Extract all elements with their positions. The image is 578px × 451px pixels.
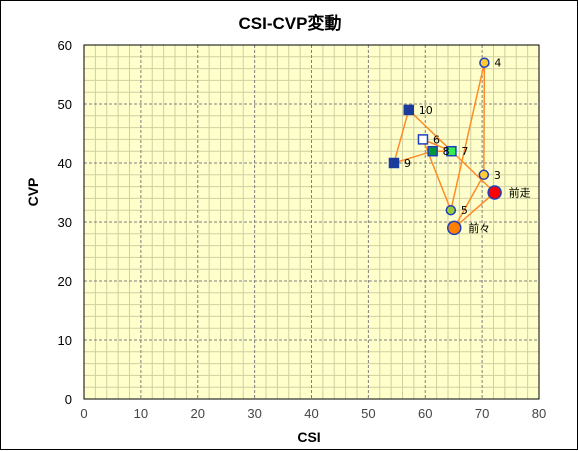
x-tick-label: 50 (361, 406, 375, 421)
point-label: 5 (461, 204, 468, 217)
x-tick-label: 0 (80, 406, 87, 421)
x-tick-label: 60 (418, 406, 432, 421)
data-point-6 (417, 134, 429, 145)
point-label: 前々 (468, 221, 490, 235)
point-label: 4 (494, 57, 501, 70)
x-axis-label: CSI (297, 429, 320, 445)
data-point-9 (388, 157, 400, 169)
plot-border (83, 44, 540, 400)
x-tick-label: 20 (191, 406, 205, 421)
x-tick-label: 40 (304, 406, 318, 421)
data-point-10 (403, 104, 415, 116)
data-point-前走 (487, 185, 502, 200)
data-point-8 (427, 145, 438, 157)
y-tick-label: 0 (65, 392, 72, 407)
data-point-4 (479, 57, 490, 68)
y-axis-ticks: 0 10 20 30 40 50 60 (58, 38, 72, 407)
major-gridlines (84, 45, 539, 399)
data-point-前々 (447, 220, 462, 236)
y-tick-label: 40 (58, 156, 72, 171)
data-point-3 (478, 169, 490, 181)
y-tick-label: 60 (58, 38, 72, 53)
x-axis-ticks: 0 10 20 30 40 50 60 70 80 (80, 406, 546, 421)
y-axis-label: CVP (25, 178, 41, 207)
point-label: 3 (494, 169, 501, 182)
y-tick-label: 50 (58, 97, 72, 112)
data-point-5 (445, 204, 457, 216)
y-tick-label: 20 (58, 274, 72, 289)
x-tick-label: 10 (134, 406, 148, 421)
point-label: 9 (404, 157, 411, 170)
point-label: 前走 (509, 186, 531, 200)
point-label: 10 (419, 104, 433, 117)
data-point-7 (446, 145, 457, 157)
x-tick-label: 30 (247, 406, 261, 421)
x-tick-label: 80 (532, 406, 546, 421)
point-label: 8 (443, 145, 450, 158)
x-tick-label: 70 (475, 406, 489, 421)
point-label: 7 (461, 145, 468, 158)
y-tick-label: 10 (58, 333, 72, 348)
point-label: 6 (433, 133, 440, 146)
chart-title: CSI-CVP変動 (239, 13, 342, 33)
data-markers (388, 57, 502, 236)
y-tick-label: 30 (58, 215, 72, 230)
